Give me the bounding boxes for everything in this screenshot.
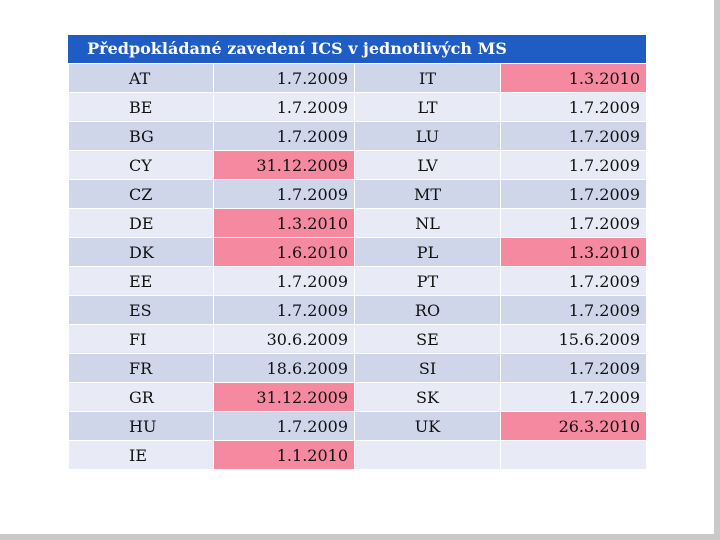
country-code-right: SK [354, 382, 501, 412]
date-right: 1.7.2009 [500, 208, 647, 238]
date-left: 18.6.2009 [213, 353, 355, 383]
date-right: 26.3.2010 [500, 411, 647, 441]
country-code-left: EE [68, 266, 214, 296]
date-right: 1.7.2009 [500, 121, 647, 151]
date-right: 1.7.2009 [500, 353, 647, 383]
country-code-right [354, 440, 501, 470]
country-code-right: SI [354, 353, 501, 383]
table-row: EE 1.7.2009 PT 1.7.2009 [68, 266, 647, 296]
country-code-right: PL [354, 237, 501, 267]
date-right: 1.7.2009 [500, 92, 647, 122]
date-left: 31.12.2009 [213, 382, 355, 412]
date-right: 15.6.2009 [500, 324, 647, 354]
table-row: FR 18.6.2009 SI 1.7.2009 [68, 353, 647, 383]
date-right: 1.7.2009 [500, 382, 647, 412]
date-left: 1.7.2009 [213, 179, 355, 209]
date-right: 1.7.2009 [500, 179, 647, 209]
ics-dates-table: AT 1.7.2009 IT 1.3.2010 BE 1.7.2009 LT 1.7.2009… [68, 63, 647, 470]
country-code-right: LT [354, 92, 501, 122]
table-row: BG 1.7.2009 LU 1.7.2009 [68, 121, 647, 151]
country-code-left: BE [68, 92, 214, 122]
table-row: DK 1.6.2010 PL 1.3.2010 [68, 237, 647, 267]
table-row: DE 1.3.2010 NL 1.7.2009 [68, 208, 647, 238]
country-code-left: IE [68, 440, 214, 470]
table-row: CZ 1.7.2009 MT 1.7.2009 [68, 179, 647, 209]
country-code-left: BG [68, 121, 214, 151]
date-left: 1.3.2010 [213, 208, 355, 238]
country-code-right: NL [354, 208, 501, 238]
date-left: 1.6.2010 [213, 237, 355, 267]
country-code-right: RO [354, 295, 501, 325]
date-right: 1.3.2010 [500, 237, 647, 267]
table-row: IE 1.1.2010 [68, 440, 647, 470]
table-row: GR 31.12.2009 SK 1.7.2009 [68, 382, 647, 412]
country-code-left: FR [68, 353, 214, 383]
date-left: 1.7.2009 [213, 411, 355, 441]
date-right: 1.3.2010 [500, 63, 647, 93]
date-right: 1.7.2009 [500, 295, 647, 325]
country-code-left: DK [68, 237, 214, 267]
country-code-right: LU [354, 121, 501, 151]
table-body: AT 1.7.2009 IT 1.3.2010 BE 1.7.2009 LT 1.7.2009… [68, 63, 647, 470]
country-code-left: CY [68, 150, 214, 180]
country-code-right: SE [354, 324, 501, 354]
country-code-left: CZ [68, 179, 214, 209]
ics-table: Předpokládané zavedení ICS v jednotlivýc… [68, 35, 647, 470]
country-code-left: HU [68, 411, 214, 441]
country-code-right: UK [354, 411, 501, 441]
country-code-right: LV [354, 150, 501, 180]
country-code-right: MT [354, 179, 501, 209]
country-code-right: IT [354, 63, 501, 93]
table-row: HU 1.7.2009 UK 26.3.2010 [68, 411, 647, 441]
table-row: ES 1.7.2009 RO 1.7.2009 [68, 295, 647, 325]
country-code-left: GR [68, 382, 214, 412]
country-code-left: FI [68, 324, 214, 354]
country-code-left: ES [68, 295, 214, 325]
table-row: AT 1.7.2009 IT 1.3.2010 [68, 63, 647, 93]
table-row: FI 30.6.2009 SE 15.6.2009 [68, 324, 647, 354]
date-left: 30.6.2009 [213, 324, 355, 354]
date-left: 1.1.2010 [213, 440, 355, 470]
country-code-left: DE [68, 208, 214, 238]
table-title: Předpokládané zavedení ICS v jednotlivýc… [68, 35, 646, 63]
table-row: BE 1.7.2009 LT 1.7.2009 [68, 92, 647, 122]
country-code-left: AT [68, 63, 214, 93]
date-left: 1.7.2009 [213, 121, 355, 151]
table-row: CY 31.12.2009 LV 1.7.2009 [68, 150, 647, 180]
date-left: 31.12.2009 [213, 150, 355, 180]
date-left: 1.7.2009 [213, 266, 355, 296]
country-code-right: PT [354, 266, 501, 296]
date-left: 1.7.2009 [213, 92, 355, 122]
date-left: 1.7.2009 [213, 63, 355, 93]
date-left: 1.7.2009 [213, 295, 355, 325]
date-right: 1.7.2009 [500, 150, 647, 180]
date-right [500, 440, 647, 470]
date-right: 1.7.2009 [500, 266, 647, 296]
